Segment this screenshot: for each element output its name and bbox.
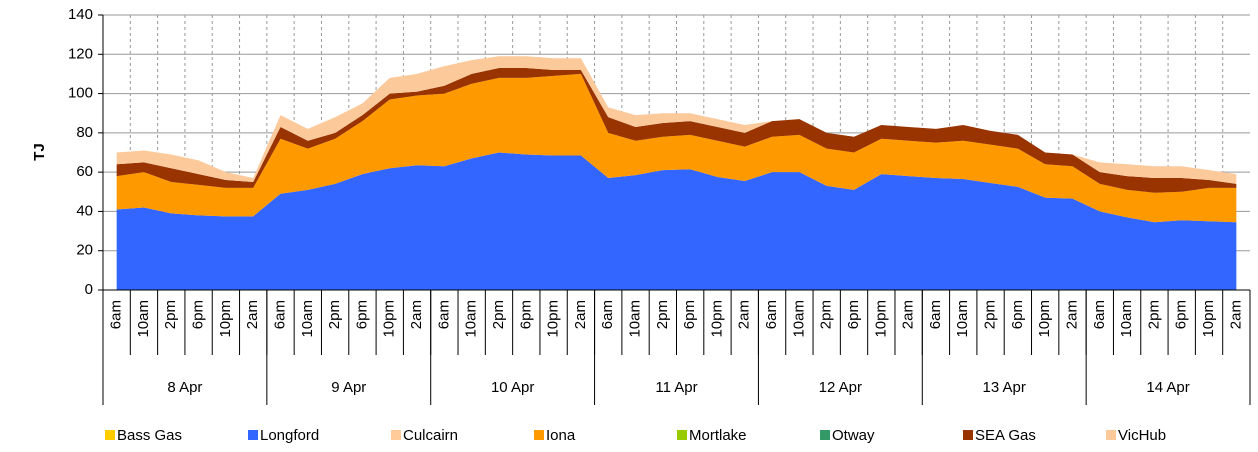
legend-swatch	[677, 430, 687, 440]
legend-label: Iona	[546, 427, 576, 444]
x-tick-label: 10pm	[872, 300, 889, 338]
x-tick-label: 10pm	[217, 300, 234, 338]
area	[116, 56, 1237, 184]
y-tick-label: 140	[68, 6, 93, 23]
y-tick-label: 80	[76, 124, 93, 141]
x-tick-label: 10am	[954, 300, 971, 338]
x-tick-label: 2pm	[162, 300, 179, 329]
x-tick-label: 2pm	[654, 300, 671, 329]
x-tick-label: 10am	[463, 300, 480, 338]
x-tick-label: 10am	[627, 300, 644, 338]
y-tick-label: 60	[76, 163, 93, 180]
day-label: 11 Apr	[655, 379, 697, 396]
x-tick-label: 6pm	[517, 300, 534, 329]
x-tick-label: 6am	[599, 300, 616, 329]
x-tick-label: 2am	[572, 300, 589, 329]
y-tick-label: 40	[76, 202, 93, 219]
x-tick-label: 10pm	[708, 300, 725, 338]
day-label: 14 Apr	[1146, 379, 1189, 396]
area	[116, 68, 1237, 193]
y-tick-label: 120	[68, 45, 93, 62]
x-tick-label: 2pm	[982, 300, 999, 329]
x-tick-label: 2am	[736, 300, 753, 329]
x-tick-label: 2pm	[818, 300, 835, 329]
y-tick-label: 100	[68, 85, 93, 102]
area	[116, 73, 1237, 223]
x-tick-label: 6am	[435, 300, 452, 329]
x-tick-label: 10am	[790, 300, 807, 338]
x-tick-label: 6pm	[1009, 300, 1026, 329]
x-tick-label: 10pm	[545, 300, 562, 338]
legend-swatch	[105, 430, 115, 440]
day-label: 10 Apr	[491, 379, 534, 396]
x-tick-label: 6am	[108, 300, 125, 329]
x-tick-label: 2am	[244, 300, 261, 329]
x-tick-label: 10pm	[1036, 300, 1053, 338]
legend-label: Culcairn	[403, 427, 458, 444]
x-tick-label: 2am	[408, 300, 425, 329]
x-tick-label: 6am	[1091, 300, 1108, 329]
legend-swatch	[534, 430, 544, 440]
x-tick-label: 6pm	[190, 300, 207, 329]
area	[116, 152, 1237, 290]
legend-label: Otway	[832, 427, 875, 444]
x-tick-label: 10pm	[1200, 300, 1217, 338]
x-tick-label: 6pm	[845, 300, 862, 329]
day-label: 8 Apr	[167, 379, 202, 396]
day-label: 13 Apr	[983, 379, 1026, 396]
legend-label: SEA Gas	[975, 427, 1036, 444]
x-tick-label: 6pm	[681, 300, 698, 329]
x-tick-label: 10am	[1118, 300, 1135, 338]
x-tick-label: 10pm	[381, 300, 398, 338]
legend-label: Bass Gas	[117, 427, 182, 444]
legend-swatch	[391, 430, 401, 440]
legend-label: Mortlake	[689, 427, 747, 444]
x-tick-label: 2am	[900, 300, 917, 329]
x-tick-label: 6pm	[353, 300, 370, 329]
y-axis-label: TJ	[31, 143, 48, 161]
y-tick-label: 20	[76, 242, 93, 259]
legend-label: Longford	[260, 427, 319, 444]
x-tick-label: 6pm	[1173, 300, 1190, 329]
x-tick-label: 2am	[1063, 300, 1080, 329]
legend-swatch	[1106, 430, 1116, 440]
legend-label: VicHub	[1118, 427, 1166, 444]
x-tick-label: 10am	[135, 300, 152, 338]
x-tick-label: 6am	[927, 300, 944, 329]
x-tick-label: 10am	[299, 300, 316, 338]
x-tick-label: 2pm	[490, 300, 507, 329]
x-tick-label: 2am	[1227, 300, 1244, 329]
legend-swatch	[963, 430, 973, 440]
x-tick-label: 2pm	[1145, 300, 1162, 329]
x-tick-label: 6am	[763, 300, 780, 329]
x-tick-label: 6am	[271, 300, 288, 329]
day-label: 9 Apr	[331, 379, 366, 396]
x-tick-label: 2pm	[326, 300, 343, 329]
legend-swatch	[820, 430, 830, 440]
day-label: 12 Apr	[819, 379, 862, 396]
legend-swatch	[248, 430, 258, 440]
y-tick-label: 0	[85, 281, 93, 298]
